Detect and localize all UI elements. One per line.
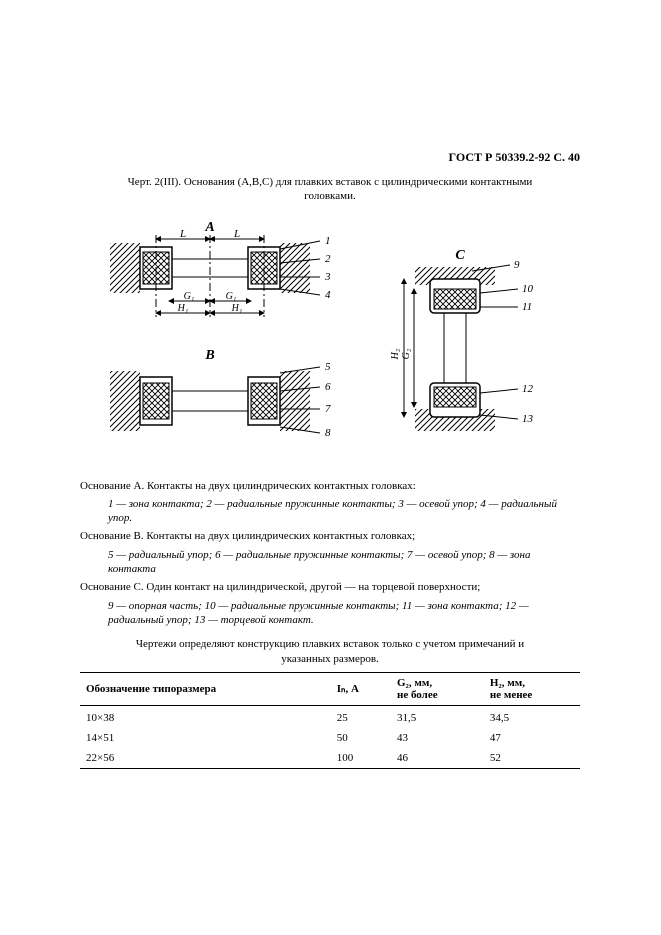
label-a: A <box>204 220 214 235</box>
cell-size: 14×51 <box>80 728 331 748</box>
cell-in: 50 <box>331 728 391 748</box>
col-g2-l1: G₂, мм, <box>397 677 432 689</box>
col-h2-l1: H₂, мм, <box>490 677 525 689</box>
table-note: Чертежи определяют конструкцию плавких в… <box>80 637 580 666</box>
figure-caption: Черт. 2(III). Основания (А,В,С) для плав… <box>80 175 580 204</box>
dim-h1-r: H₁ <box>231 303 243 314</box>
legend-c-body: 9 — опорная часть; 10 — радиальные пружи… <box>80 599 580 628</box>
leader-6: 6 <box>325 381 331 393</box>
figure-caption-line1: Черт. 2(III). Основания (А,В,С) для плав… <box>128 176 533 188</box>
dim-g1-l: G₁ <box>184 291 195 302</box>
legend-b-body: 5 — радиальный упор; 6 — радиальные пруж… <box>80 548 580 577</box>
dim-h1-l: H₁ <box>177 303 189 314</box>
cell-size: 10×38 <box>80 705 331 728</box>
cell-g2: 46 <box>391 748 484 769</box>
col-size: Обозначение типоразмера <box>80 672 331 705</box>
dim-g1-r: G₁ <box>226 291 237 302</box>
leader-1: 1 <box>325 235 331 247</box>
cell-in: 100 <box>331 748 391 769</box>
cell-g2: 43 <box>391 728 484 748</box>
note-line2: указанных размеров. <box>281 653 379 665</box>
col-g2-l2: не более <box>397 689 438 701</box>
dim-h2: H₂ <box>390 348 401 360</box>
table-row: 22×56 100 46 52 <box>80 748 580 769</box>
leader-11: 11 <box>522 301 532 313</box>
leader-2: 2 <box>325 253 331 265</box>
cell-size: 22×56 <box>80 748 331 769</box>
dim-l-right: L <box>233 228 240 240</box>
table-row: 10×38 25 31,5 34,5 <box>80 705 580 728</box>
leader-12: 12 <box>522 383 534 395</box>
dimensions-table: Обозначение типоразмера Iₙ, А G₂, мм, не… <box>80 672 580 769</box>
cell-h2: 52 <box>484 748 580 769</box>
cell-in: 25 <box>331 705 391 728</box>
cell-h2: 34,5 <box>484 705 580 728</box>
dim-g2: G₂ <box>401 348 412 359</box>
legend-a-body: 1 — зона контакта; 2 — радиальные пружин… <box>80 497 580 526</box>
col-h2-l2: не менее <box>490 689 532 701</box>
diagram-a: A L L <box>110 220 331 317</box>
dim-l-left: L <box>179 228 186 240</box>
leader-5: 5 <box>325 361 331 373</box>
leader-7: 7 <box>325 403 331 415</box>
diagram-b: B 5 6 7 8 <box>110 348 331 439</box>
leader-3: 3 <box>324 271 331 283</box>
leader-9: 9 <box>514 259 520 271</box>
legend-c-head: Основание С. Один контакт на цилиндричес… <box>80 580 580 594</box>
leader-10: 10 <box>522 283 534 295</box>
note-line1: Чертежи определяют конструкцию плавких в… <box>136 638 524 650</box>
figure-diagram: A L L <box>80 214 580 464</box>
leader-8: 8 <box>325 427 331 439</box>
diagram-c: C H₂ G₂ 9 10 11 1 <box>390 248 534 431</box>
legend-a-head: Основание А. Контакты на двух цилиндриче… <box>80 479 580 493</box>
col-h2: H₂, мм, не менее <box>484 672 580 705</box>
col-in: Iₙ, А <box>331 672 391 705</box>
table-row: 14×51 50 43 47 <box>80 728 580 748</box>
leader-4: 4 <box>325 289 331 301</box>
label-c: C <box>455 248 465 263</box>
col-g2: G₂, мм, не более <box>391 672 484 705</box>
page-header: ГОСТ Р 50339.2-92 С. 40 <box>80 150 580 165</box>
cell-g2: 31,5 <box>391 705 484 728</box>
label-b: B <box>204 348 214 363</box>
legend-b-head: Основание В. Контакты на двух цилиндриче… <box>80 529 580 543</box>
figure-caption-line2: головками. <box>304 190 355 202</box>
leader-13: 13 <box>522 413 534 425</box>
cell-h2: 47 <box>484 728 580 748</box>
